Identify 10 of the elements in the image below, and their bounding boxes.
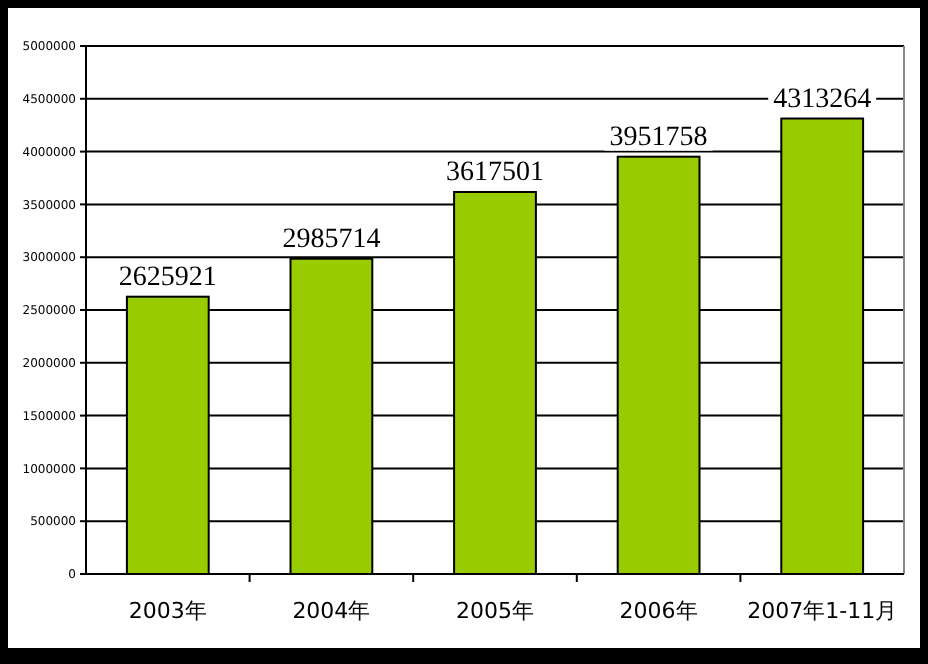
x-tick-label: 2004年 [292, 598, 371, 624]
x-tick-label: 2005年 [456, 598, 534, 624]
data-label: 3951758 [609, 122, 708, 153]
x-tick-label: 2007年1-11月 [747, 598, 898, 624]
data-label: 2625921 [118, 262, 217, 293]
x-tick-label: 2006年 [619, 598, 698, 624]
x-tick-label: 2003年 [128, 598, 207, 624]
data-label: 2985714 [282, 224, 381, 255]
data-label: 3617501 [446, 157, 544, 188]
data-label: 4313264 [773, 84, 872, 115]
